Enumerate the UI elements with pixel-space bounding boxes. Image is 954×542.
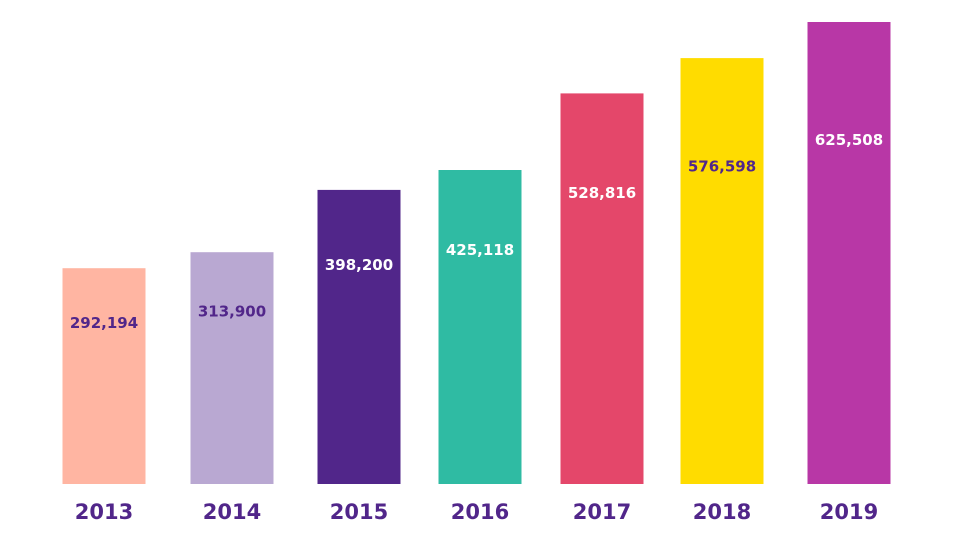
value-label-2013: 292,194 xyxy=(70,314,138,332)
value-labels-group: 292,194 313,900 398,200 425,118 528,816 576,5… xyxy=(70,131,883,332)
value-label-2017: 528,816 xyxy=(568,184,636,202)
bar-2015 xyxy=(317,189,401,484)
x-tick-2017: 2017 xyxy=(573,500,631,524)
x-tick-2018: 2018 xyxy=(693,500,751,524)
x-axis-ticks: 2013 2014 2015 2016 2017 2018 2019 xyxy=(75,500,878,524)
value-label-2014: 313,900 xyxy=(198,302,266,320)
bar-2018 xyxy=(680,58,764,484)
value-label-2016: 425,118 xyxy=(446,241,514,259)
x-tick-2019: 2019 xyxy=(820,500,878,524)
bar-2016 xyxy=(438,170,522,484)
bar-2013 xyxy=(62,268,146,484)
x-tick-2014: 2014 xyxy=(203,500,261,524)
value-label-2015: 398,200 xyxy=(325,256,393,274)
value-label-2018: 576,598 xyxy=(688,158,756,176)
bar-2019 xyxy=(807,22,891,484)
bar-2017 xyxy=(560,93,644,485)
x-tick-2016: 2016 xyxy=(451,500,509,524)
value-label-2019: 625,508 xyxy=(815,131,883,149)
bar-2014 xyxy=(190,252,274,484)
x-tick-2015: 2015 xyxy=(330,500,388,524)
bars-group xyxy=(62,22,891,485)
x-tick-2013: 2013 xyxy=(75,500,133,524)
